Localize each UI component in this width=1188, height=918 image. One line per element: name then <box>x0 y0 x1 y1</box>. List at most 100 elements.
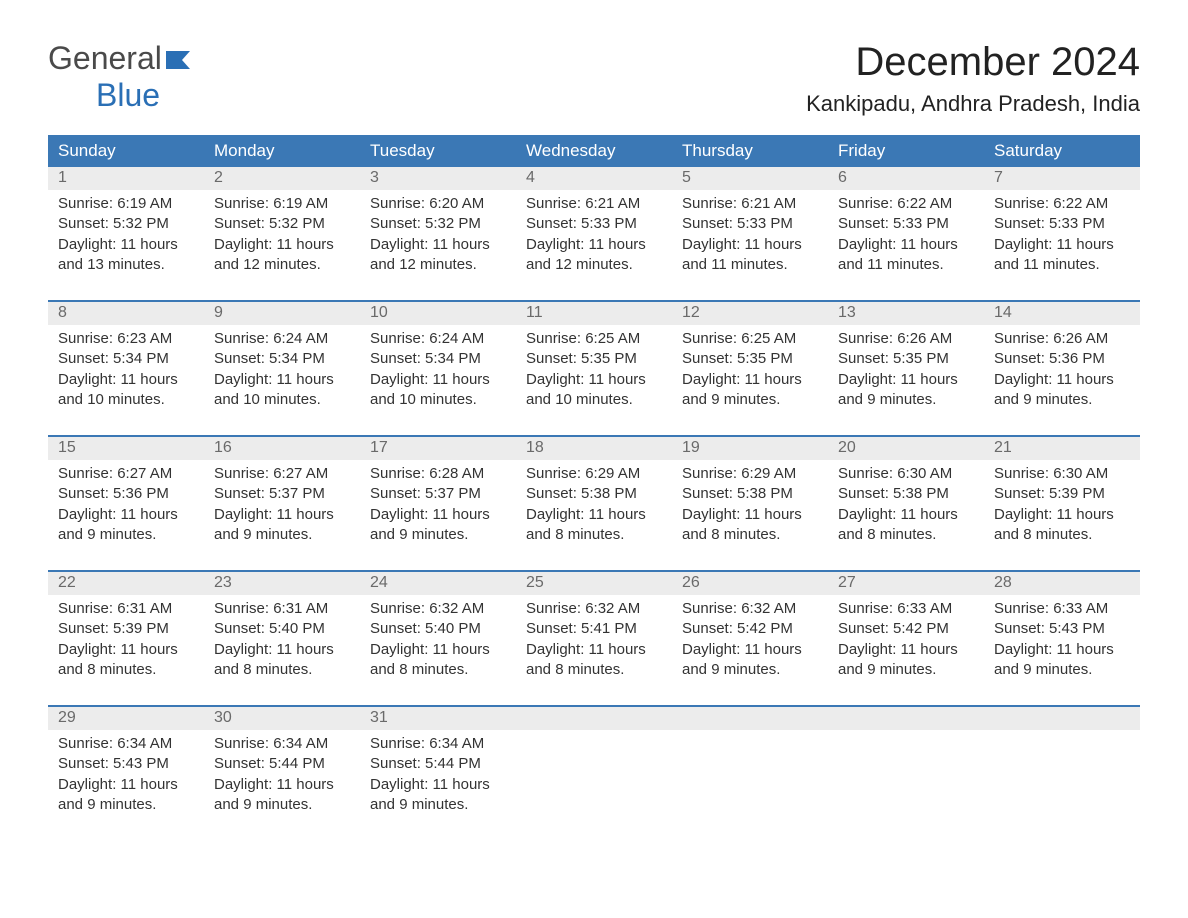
brand-logo: General Blue <box>48 40 194 114</box>
daylight-line: Daylight: 11 hours and 10 minutes. <box>214 370 350 411</box>
daylight-line: Daylight: 11 hours and 9 minutes. <box>214 775 350 816</box>
dow-cell: Monday <box>204 135 360 167</box>
day-number: 10 <box>360 302 516 325</box>
sunset-line: Sunset: 5:32 PM <box>58 214 194 234</box>
day-number: 21 <box>984 437 1140 460</box>
day-cell: Sunrise: 6:19 AMSunset: 5:32 PMDaylight:… <box>204 190 360 286</box>
sunset-line: Sunset: 5:33 PM <box>994 214 1130 234</box>
sunrise-line: Sunrise: 6:32 AM <box>682 599 818 619</box>
sunrise-line: Sunrise: 6:28 AM <box>370 464 506 484</box>
day-number: 6 <box>828 167 984 190</box>
day-cell: Sunrise: 6:19 AMSunset: 5:32 PMDaylight:… <box>48 190 204 286</box>
daylight-line: Daylight: 11 hours and 9 minutes. <box>58 505 194 546</box>
day-cell: Sunrise: 6:33 AMSunset: 5:43 PMDaylight:… <box>984 595 1140 691</box>
brand-part2: Blue <box>96 77 160 113</box>
sunset-line: Sunset: 5:33 PM <box>838 214 974 234</box>
sunrise-line: Sunrise: 6:27 AM <box>214 464 350 484</box>
daynum-row: 22232425262728 <box>48 572 1140 595</box>
sunrise-line: Sunrise: 6:19 AM <box>58 194 194 214</box>
daylight-line: Daylight: 11 hours and 11 minutes. <box>838 235 974 276</box>
day-cell: Sunrise: 6:31 AMSunset: 5:39 PMDaylight:… <box>48 595 204 691</box>
daynum-row: 15161718192021 <box>48 437 1140 460</box>
sunset-line: Sunset: 5:37 PM <box>214 484 350 504</box>
brand-part1: General <box>48 40 162 76</box>
daylight-line: Daylight: 11 hours and 8 minutes. <box>58 640 194 681</box>
day-number: 30 <box>204 707 360 730</box>
day-number: 11 <box>516 302 672 325</box>
week-row: 293031Sunrise: 6:34 AMSunset: 5:43 PMDay… <box>48 705 1140 826</box>
day-number: 14 <box>984 302 1140 325</box>
sunset-line: Sunset: 5:42 PM <box>838 619 974 639</box>
day-number: 17 <box>360 437 516 460</box>
day-cell <box>984 730 1140 826</box>
day-cell: Sunrise: 6:28 AMSunset: 5:37 PMDaylight:… <box>360 460 516 556</box>
day-cell: Sunrise: 6:30 AMSunset: 5:39 PMDaylight:… <box>984 460 1140 556</box>
day-cell: Sunrise: 6:33 AMSunset: 5:42 PMDaylight:… <box>828 595 984 691</box>
day-cell: Sunrise: 6:20 AMSunset: 5:32 PMDaylight:… <box>360 190 516 286</box>
daylight-line: Daylight: 11 hours and 8 minutes. <box>370 640 506 681</box>
day-number: 8 <box>48 302 204 325</box>
sunrise-line: Sunrise: 6:33 AM <box>994 599 1130 619</box>
day-number: 13 <box>828 302 984 325</box>
sunset-line: Sunset: 5:41 PM <box>526 619 662 639</box>
week-row: 1234567Sunrise: 6:19 AMSunset: 5:32 PMDa… <box>48 167 1140 286</box>
day-cell: Sunrise: 6:32 AMSunset: 5:40 PMDaylight:… <box>360 595 516 691</box>
sunset-line: Sunset: 5:38 PM <box>526 484 662 504</box>
day-cell <box>516 730 672 826</box>
day-number: 16 <box>204 437 360 460</box>
daylight-line: Daylight: 11 hours and 12 minutes. <box>370 235 506 276</box>
sunset-line: Sunset: 5:39 PM <box>58 619 194 639</box>
week-row: 22232425262728Sunrise: 6:31 AMSunset: 5:… <box>48 570 1140 691</box>
day-cell: Sunrise: 6:21 AMSunset: 5:33 PMDaylight:… <box>672 190 828 286</box>
sunrise-line: Sunrise: 6:34 AM <box>214 734 350 754</box>
header: General Blue December 2024 Kankipadu, An… <box>48 40 1140 117</box>
sunrise-line: Sunrise: 6:33 AM <box>838 599 974 619</box>
sunrise-line: Sunrise: 6:31 AM <box>58 599 194 619</box>
daylight-line: Daylight: 11 hours and 9 minutes. <box>994 370 1130 411</box>
sunset-line: Sunset: 5:38 PM <box>838 484 974 504</box>
daylight-line: Daylight: 11 hours and 8 minutes. <box>214 640 350 681</box>
sunset-line: Sunset: 5:32 PM <box>370 214 506 234</box>
sunrise-line: Sunrise: 6:21 AM <box>682 194 818 214</box>
sunset-line: Sunset: 5:42 PM <box>682 619 818 639</box>
flag-icon <box>166 51 194 71</box>
sunrise-line: Sunrise: 6:22 AM <box>994 194 1130 214</box>
day-number: 18 <box>516 437 672 460</box>
dow-cell: Wednesday <box>516 135 672 167</box>
daylight-line: Daylight: 11 hours and 8 minutes. <box>838 505 974 546</box>
day-cell: Sunrise: 6:27 AMSunset: 5:37 PMDaylight:… <box>204 460 360 556</box>
daylight-line: Daylight: 11 hours and 11 minutes. <box>994 235 1130 276</box>
daylight-line: Daylight: 11 hours and 8 minutes. <box>526 505 662 546</box>
sunrise-line: Sunrise: 6:24 AM <box>370 329 506 349</box>
sunset-line: Sunset: 5:33 PM <box>682 214 818 234</box>
sunset-line: Sunset: 5:35 PM <box>526 349 662 369</box>
sunset-line: Sunset: 5:40 PM <box>214 619 350 639</box>
sunrise-line: Sunrise: 6:29 AM <box>682 464 818 484</box>
sunset-line: Sunset: 5:34 PM <box>370 349 506 369</box>
day-number: 15 <box>48 437 204 460</box>
day-number: 27 <box>828 572 984 595</box>
daylight-line: Daylight: 11 hours and 9 minutes. <box>370 775 506 816</box>
daylight-line: Daylight: 11 hours and 13 minutes. <box>58 235 194 276</box>
day-of-week-header: SundayMondayTuesdayWednesdayThursdayFrid… <box>48 135 1140 167</box>
day-cell: Sunrise: 6:25 AMSunset: 5:35 PMDaylight:… <box>672 325 828 421</box>
sunset-line: Sunset: 5:35 PM <box>838 349 974 369</box>
day-cell: Sunrise: 6:30 AMSunset: 5:38 PMDaylight:… <box>828 460 984 556</box>
day-number: 1 <box>48 167 204 190</box>
sunset-line: Sunset: 5:32 PM <box>214 214 350 234</box>
sunrise-line: Sunrise: 6:32 AM <box>526 599 662 619</box>
sunrise-line: Sunrise: 6:20 AM <box>370 194 506 214</box>
day-cell: Sunrise: 6:24 AMSunset: 5:34 PMDaylight:… <box>204 325 360 421</box>
week-row: 891011121314Sunrise: 6:23 AMSunset: 5:34… <box>48 300 1140 421</box>
sunrise-line: Sunrise: 6:34 AM <box>58 734 194 754</box>
daylight-line: Daylight: 11 hours and 9 minutes. <box>838 370 974 411</box>
sunrise-line: Sunrise: 6:30 AM <box>994 464 1130 484</box>
daynum-row: 1234567 <box>48 167 1140 190</box>
day-cell: Sunrise: 6:23 AMSunset: 5:34 PMDaylight:… <box>48 325 204 421</box>
sunrise-line: Sunrise: 6:26 AM <box>838 329 974 349</box>
sunset-line: Sunset: 5:43 PM <box>994 619 1130 639</box>
sunrise-line: Sunrise: 6:26 AM <box>994 329 1130 349</box>
sunset-line: Sunset: 5:35 PM <box>682 349 818 369</box>
day-cell: Sunrise: 6:32 AMSunset: 5:42 PMDaylight:… <box>672 595 828 691</box>
day-number: 4 <box>516 167 672 190</box>
